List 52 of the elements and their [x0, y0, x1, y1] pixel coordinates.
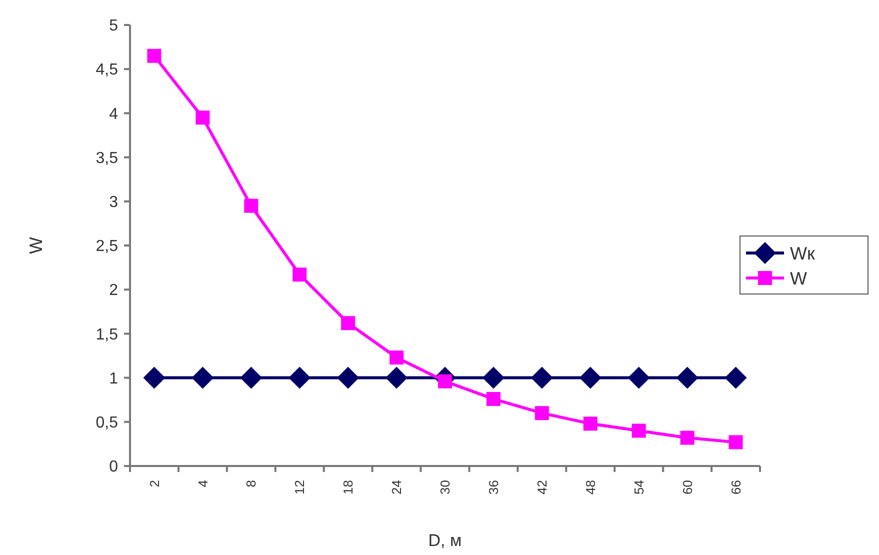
y-tick-label: 4	[109, 106, 118, 123]
x-tick-label: 30	[438, 480, 453, 494]
point	[632, 424, 646, 438]
y-tick-label: 4,5	[96, 62, 118, 79]
x-tick-label: 2	[146, 480, 162, 488]
point	[482, 366, 504, 389]
point	[288, 366, 311, 389]
legend-label: W	[790, 268, 807, 288]
point	[728, 435, 743, 450]
point	[240, 366, 262, 389]
x-tick-label: 36	[486, 480, 502, 494]
x-tick-label: 4	[195, 480, 210, 488]
x-tick-label: 12	[292, 480, 308, 494]
y-tick-label: 1,5	[96, 326, 118, 344]
point	[680, 430, 694, 445]
x-tick-label: 48	[582, 480, 598, 494]
y-tick-label: 2,5	[96, 238, 118, 256]
y-tick-label: 0,5	[96, 414, 118, 432]
y-tick-label: 5	[109, 18, 118, 35]
point	[337, 366, 360, 389]
point	[486, 392, 500, 406]
y-tick-label: 1	[109, 370, 118, 388]
y-axis-title: W	[26, 237, 46, 254]
y-tick-label: 2	[109, 282, 118, 300]
point	[244, 198, 258, 213]
point	[147, 48, 162, 63]
x-tick-label: 8	[244, 480, 259, 488]
point	[579, 366, 602, 389]
point	[583, 416, 598, 431]
point	[724, 366, 747, 389]
x-tick-label: 42	[534, 480, 550, 494]
point	[292, 268, 307, 282]
point	[341, 316, 356, 330]
x-axis-title: D, м	[428, 531, 462, 550]
point	[530, 366, 553, 389]
x-tick-label: 18	[340, 480, 356, 494]
y-tick-label: 0	[109, 458, 118, 476]
point	[196, 110, 210, 125]
legend-label: Wк	[790, 243, 815, 264]
point	[534, 406, 549, 420]
point	[390, 350, 404, 365]
point	[676, 366, 698, 389]
point	[192, 366, 214, 389]
y-tick-label: 3,5	[96, 150, 118, 167]
point	[386, 366, 408, 389]
x-tick-label: 54	[631, 480, 646, 494]
x-tick-label: 60	[680, 480, 695, 494]
y-tick-label: 3	[109, 194, 118, 211]
x-tick-label: 66	[728, 480, 744, 494]
point	[628, 366, 650, 389]
point	[143, 366, 166, 389]
x-tick-label: 24	[389, 480, 404, 494]
